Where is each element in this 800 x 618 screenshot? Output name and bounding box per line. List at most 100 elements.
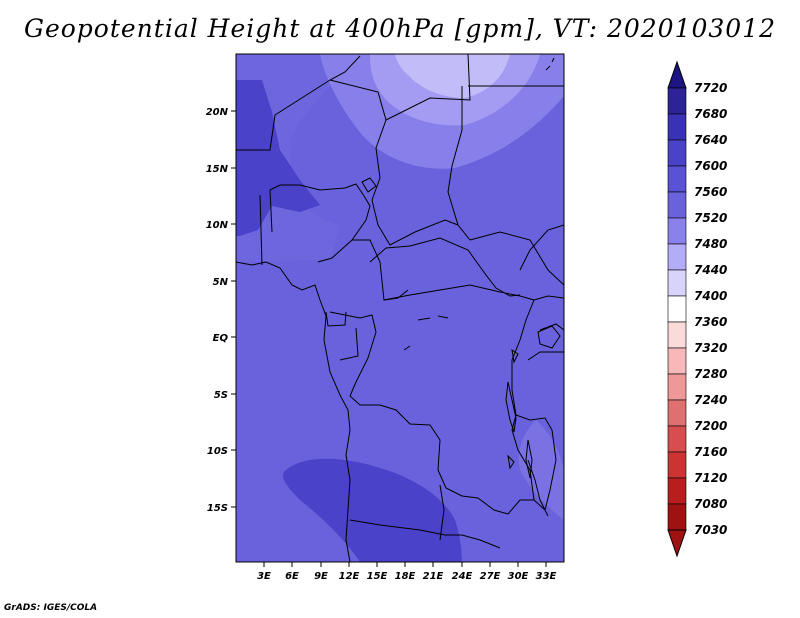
border-drc-north	[383, 284, 535, 301]
lat-label-10s: 10S	[207, 446, 228, 457]
colorbar-segment	[667, 217, 687, 245]
colorbar-label: 7520	[694, 211, 727, 225]
colorbar-segment	[667, 243, 687, 271]
lon-labels: 3E 6E 9E 12E 15E 18E 21E 24E 27E 30E 33E	[257, 571, 556, 582]
colorbar-label: 7080	[694, 497, 727, 511]
lake-victoria	[537, 325, 561, 349]
fill-7600-south	[282, 458, 462, 562]
colorbar-label: 7480	[694, 237, 727, 251]
border-nigeria	[269, 183, 371, 263]
border-chad	[371, 199, 459, 246]
colorbar-segment	[667, 451, 687, 479]
colorbar-label: 7240	[694, 393, 727, 407]
coastline-west	[236, 261, 351, 562]
colorbar-label: 7160	[694, 445, 727, 459]
colorbar-segment	[667, 113, 687, 141]
colorbar-label: 7120	[694, 471, 727, 485]
border-tanzania	[515, 414, 557, 511]
lon-label-12e: 12E	[339, 571, 360, 582]
fill-7600-west	[236, 80, 320, 236]
border-ethiopia	[519, 224, 564, 271]
border-drc-angola	[349, 395, 509, 515]
colorbar-segment	[667, 295, 687, 323]
lon-label-15e: 15E	[367, 571, 388, 582]
border-north-1	[236, 55, 361, 151]
colorbar-segment	[667, 139, 687, 167]
colorbar-label: 7360	[694, 315, 727, 329]
fill-7400-band	[395, 54, 510, 98]
colorbar-segment	[667, 87, 687, 115]
border-malawi	[527, 459, 549, 517]
lat-label-5n: 5N	[213, 277, 229, 288]
colorbar-segment	[667, 165, 687, 193]
lat-label-5s: 5S	[214, 390, 228, 401]
lake-tanganyika	[505, 381, 517, 433]
border-zambia	[439, 484, 546, 541]
coast-east	[545, 57, 555, 71]
lake-kivu	[511, 348, 519, 364]
border-benin-togo	[259, 189, 273, 266]
colorbar-segment	[667, 269, 687, 297]
colorbar-label: 7030	[694, 523, 727, 537]
colorbar-label: 7720	[694, 81, 727, 95]
lon-label-24e: 24E	[452, 571, 473, 582]
lon-label-33e: 33E	[536, 571, 557, 582]
border-east-africa	[527, 295, 564, 361]
colorbar-segment	[667, 477, 687, 505]
lon-label-6e: 6E	[285, 571, 299, 582]
lon-label-9e: 9E	[314, 571, 328, 582]
map-title: Geopotential Height at 400hPa [gpm], VT:…	[23, 14, 777, 43]
lat-ticks	[231, 110, 236, 508]
lake-mweru	[507, 454, 515, 470]
border-drc-east	[511, 299, 535, 501]
fill-7560-east	[518, 420, 564, 520]
grads-credit: GrADS: IGES/COLA	[4, 603, 98, 613]
lakes	[361, 177, 561, 479]
lat-label-10n: 10N	[206, 220, 229, 231]
colorbar: 7720 7680 7640 7600 7560 7520 7480 7440 7400 7360…	[667, 60, 727, 558]
map-frame	[235, 53, 565, 563]
border-congo	[329, 311, 377, 397]
border-north-2	[329, 79, 387, 201]
colorbar-segment	[667, 373, 687, 401]
colorbar-label: 7320	[694, 341, 727, 355]
lon-ticks	[263, 562, 547, 567]
lon-label-27e: 27E	[480, 571, 501, 582]
lat-label-15n: 15N	[206, 164, 229, 175]
border-north-3	[385, 54, 471, 121]
colorbar-label: 7440	[694, 263, 727, 277]
colorbar-label: 7280	[694, 367, 727, 381]
colorbar-segment	[667, 503, 687, 531]
colorbar-bottom-arrow	[667, 529, 687, 558]
colorbar-label: 7680	[694, 107, 727, 121]
lat-label-eq: EQ	[213, 333, 229, 344]
colorbar-label: 7640	[694, 133, 727, 147]
lon-label-21e: 21E	[423, 571, 444, 582]
colorbar-label: 7200	[694, 419, 727, 433]
lon-label-3e: 3E	[257, 571, 271, 582]
lake-chad	[361, 177, 377, 193]
colorbar-label: 7560	[694, 185, 727, 199]
colorbar-segment	[667, 321, 687, 349]
lat-labels: 20N 15N 10N 5N EQ 5S 10S 15S	[206, 107, 229, 514]
border-egypt-sudan	[447, 86, 471, 241]
lake-malawi	[525, 439, 533, 479]
lat-label-20n: 20N	[206, 107, 229, 118]
lon-label-18e: 18E	[395, 571, 416, 582]
lon-label-30e: 30E	[508, 571, 529, 582]
border-gabon	[325, 311, 359, 361]
colorbar-segment	[667, 399, 687, 427]
border-angola-south	[349, 519, 501, 549]
colorbar-segment	[667, 425, 687, 453]
colorbar-top-arrow	[667, 60, 687, 89]
drc-rivers	[403, 315, 449, 351]
colorbar-segment	[667, 347, 687, 375]
colorbar-segment	[667, 191, 687, 219]
colorbar-label: 7600	[694, 159, 727, 173]
contour-fill	[236, 54, 564, 562]
colorbar-label: 7400	[694, 289, 727, 303]
lat-label-15s: 15S	[207, 503, 228, 514]
border-sudan-ss	[469, 231, 564, 286]
country-borders	[236, 54, 564, 562]
